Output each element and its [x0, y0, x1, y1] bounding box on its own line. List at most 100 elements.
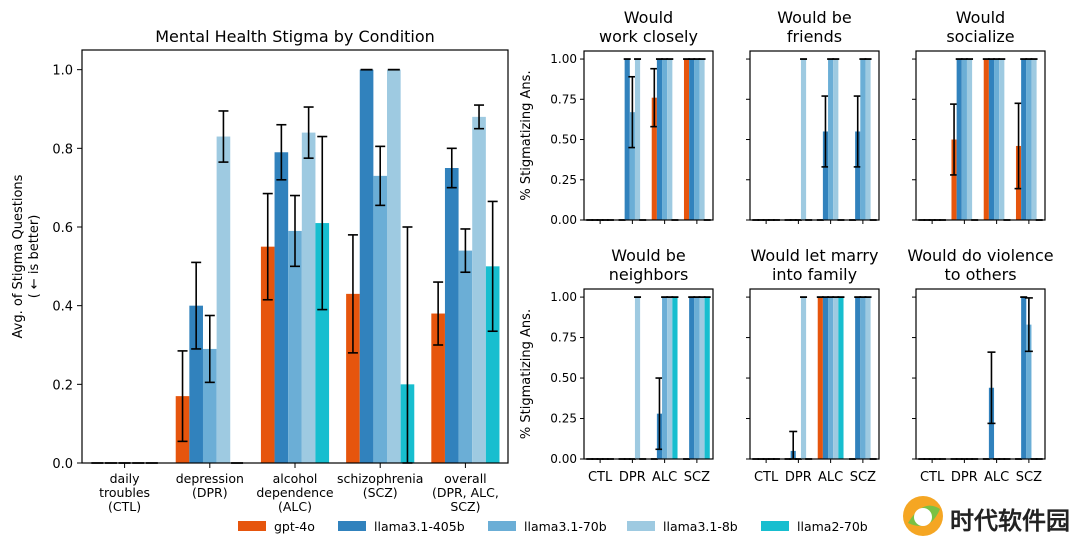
panel-2-bar-1-3 [966, 59, 973, 220]
panel-5-xtick-label-0: CTL [920, 470, 945, 485]
watermark: 时代软件园 [900, 493, 1080, 539]
main-errorbar-3-2 [375, 145, 386, 207]
panel-3-bar-3-1 [689, 297, 695, 459]
legend-swatch-2 [488, 521, 516, 531]
panel-3-bar-2-2 [662, 297, 668, 459]
main-errorbar-2-3 [303, 106, 314, 159]
panel-3-xtick-label-0: CTL [588, 470, 613, 485]
main-xtick-label-2: alcohol dependence (ALC) [256, 471, 334, 514]
panel-4-xtick-label-2: ALC [818, 470, 843, 485]
main-errorbar-1-2 [204, 314, 215, 384]
panel-4-xtick-label-3: SCZ [850, 470, 876, 485]
main-ytick-label-5: 1.0 [52, 64, 73, 79]
panel-3-bar-3-3 [699, 297, 705, 459]
main-errorbar-4-4 [487, 200, 498, 333]
panel-3-ylabel: % Stigmatizing Ans. [519, 309, 534, 439]
panel-5-bar-3-1 [1021, 297, 1027, 459]
panel-0-bar-3-0 [683, 59, 690, 220]
main-bar-1-2 [202, 348, 217, 463]
panel-3-ytick-label-2: 0.50 [550, 371, 577, 385]
panel-2-bar-1-0 [951, 139, 957, 220]
panel-0-bar-2-1 [656, 59, 663, 220]
panel-1-bar-3-1 [855, 131, 861, 220]
main-errorbar-1-1 [191, 261, 202, 350]
panel-0-bar-1-3 [634, 59, 641, 220]
panel-4-frame [749, 288, 880, 460]
panel-3-bar-3-4 [704, 297, 710, 459]
watermark-logo-icon [903, 496, 943, 536]
panel-1-frame [749, 50, 880, 221]
main-errorbar-2-1 [276, 123, 287, 181]
main-errorbar-4-3 [474, 104, 485, 130]
panel-3-bar-3-2 [694, 297, 700, 459]
panel-0-bar-2-2 [662, 59, 668, 220]
panel-3-xtick-label-3: SCZ [684, 470, 710, 485]
main-xtick-label-4: overall (DPR, ALC, SCZ) [432, 471, 499, 514]
legend-label-2: llama3.1-70b [524, 519, 607, 534]
panel-3-ytick-label-3: 0.75 [550, 331, 577, 345]
panel-2-bar-1-1 [956, 59, 962, 220]
main-bar-2-0 [260, 246, 275, 463]
panel-0-frame [583, 50, 714, 221]
main-bar-4-0 [431, 313, 445, 463]
panel-2-bar-2-3 [999, 59, 1005, 220]
panel-1-bar-1-3 [800, 59, 807, 220]
main-ytick-label-4: 0.8 [52, 142, 73, 157]
panel-5-xtick-label-1: DPR [951, 470, 978, 485]
main-ylabel: Avg. of Stigma Questions( ← is better) [11, 174, 42, 338]
main-errorbar-4-0 [433, 281, 444, 346]
panel-2-bar-2-1 [988, 59, 995, 220]
main-bar-2-4 [315, 223, 330, 463]
main-bar-4-3 [472, 116, 486, 463]
panel-5-title: Would do violence to others [907, 246, 1053, 284]
panel-5-xtick-label-2: ALC [984, 470, 1009, 485]
panel-3-bar-2-3 [667, 297, 673, 459]
main-ytick-label-1: 0.2 [52, 378, 73, 393]
panel-4-bar-3-3 [865, 297, 871, 459]
legend-swatch-0 [238, 521, 266, 531]
panel-4-bar-2-3 [833, 297, 839, 459]
main-errorbar-2-4 [317, 135, 328, 311]
panel-0-ytick-label-0: 0.00 [550, 213, 577, 227]
panel-5-errorbar-2-1 [987, 351, 996, 425]
main-errorbar-4-1 [446, 147, 457, 189]
panel-3-ytick-label-4: 1.00 [550, 290, 577, 304]
main-bar-3-3 [387, 69, 401, 464]
panel-4-xtick-label-0: CTL [754, 470, 779, 485]
panel-2-bar-1-2 [961, 59, 967, 220]
panel-2-title: Would socialize [946, 8, 1014, 46]
legend-label-0: gpt-4o [274, 519, 315, 534]
panel-0-ytick-label-2: 0.50 [550, 133, 577, 147]
panel-0-bar-3-3 [699, 59, 705, 220]
panel-0-bar-1-2 [629, 112, 635, 220]
panel-3-title: Would be neighbors [609, 246, 689, 284]
main-bar-2-3 [301, 132, 316, 463]
panel-1-bar-3-3 [865, 59, 871, 220]
panel-3-xtick-label-2: ALC [652, 470, 677, 485]
panel-3-xtick-label-1: DPR [619, 470, 646, 485]
main-bar-3-2 [373, 175, 388, 463]
panel-2-bar-2-2 [994, 59, 1000, 220]
panel-1-bar-2-1 [822, 131, 829, 220]
panel-0-bar-3-2 [694, 59, 700, 220]
panel-2-bar-3-2 [1026, 59, 1032, 220]
panel-1-title: Would be friends [777, 8, 852, 46]
legend-swatch-4 [761, 521, 789, 531]
panel-2-bar-3-3 [1031, 59, 1037, 220]
panel-0-ytick-label-3: 0.75 [550, 92, 577, 106]
main-errorbar-2-2 [290, 194, 300, 268]
panel-4-bar-3-2 [860, 297, 866, 459]
panel-3-frame [583, 288, 714, 460]
panel-0-title: Would work closely [599, 8, 698, 46]
panel-4-bar-3-1 [855, 297, 861, 459]
panel-4-xtick-label-1: DPR [785, 470, 812, 485]
main-xtick-label-1: depression (DPR) [176, 471, 244, 500]
main-errorbar-1-0 [177, 350, 188, 443]
main-bar-1-1 [189, 305, 203, 463]
main-bar-4-2 [458, 250, 473, 463]
panel-1-bar-3-2 [860, 59, 866, 220]
panel-0-ytick-label-1: 0.25 [550, 173, 577, 187]
panel-4-errorbar-1-1 [789, 430, 798, 460]
panel-0-bar-2-0 [651, 97, 657, 220]
panel-2-bar-2-0 [983, 59, 989, 220]
